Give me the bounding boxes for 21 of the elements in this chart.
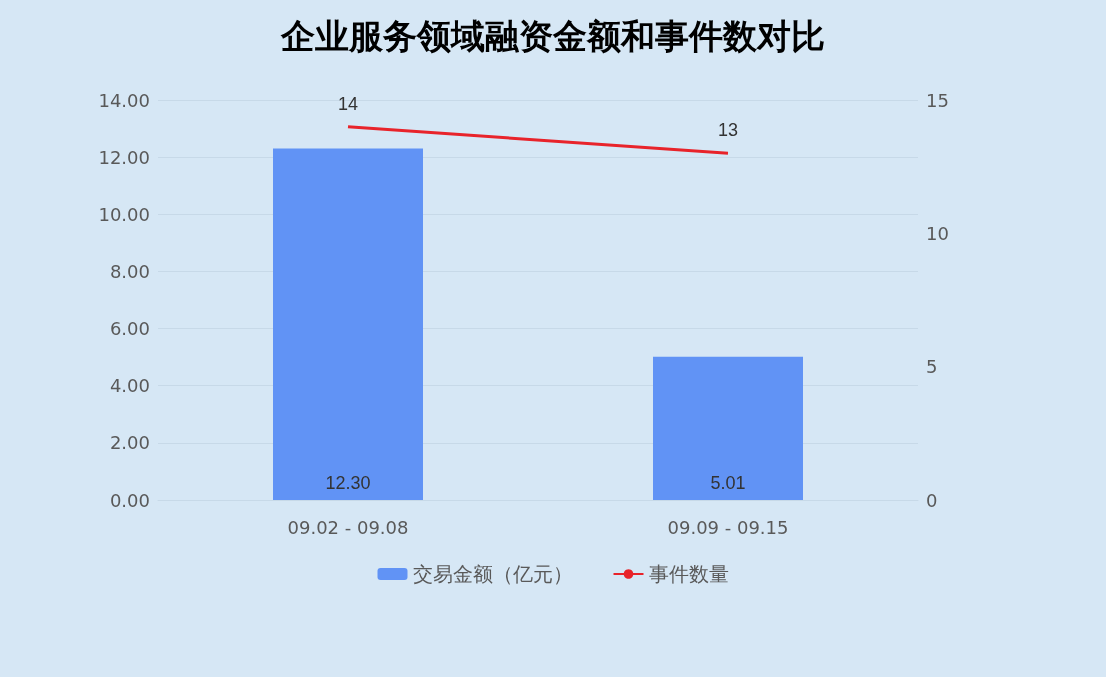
- y-tick-label: 6.00: [109, 318, 150, 340]
- data-label: 14: [337, 93, 359, 114]
- y-tick-label: 10.00: [98, 203, 150, 225]
- legend-label: 交易金额（亿元）: [412, 562, 573, 586]
- y-tick-label: 12.00: [98, 146, 150, 168]
- data-label: 5.01: [710, 473, 746, 493]
- y2-tick-label: 15: [926, 89, 949, 111]
- x-tick-label: 09.02 - 09.08: [287, 516, 409, 538]
- y-tick-label: 14.00: [98, 89, 150, 111]
- data-label: 12.30: [325, 473, 371, 493]
- y2-tick-label: 5: [926, 356, 938, 378]
- y2-tick-label: 0: [926, 489, 938, 511]
- y-tick-label: 2.00: [109, 432, 150, 454]
- chart-title: 企业服务领域融资金额和事件数对比: [280, 16, 825, 56]
- y-tick-label: 8.00: [109, 260, 150, 282]
- legend-label: 事件数量: [648, 562, 729, 586]
- y-tick-label: 0.00: [109, 489, 150, 511]
- y2-tick-label: 10: [926, 222, 949, 244]
- x-tick-label: 09.09 - 09.15: [667, 516, 789, 538]
- y-tick-label: 4.00: [109, 375, 150, 397]
- data-label: 13: [717, 120, 739, 141]
